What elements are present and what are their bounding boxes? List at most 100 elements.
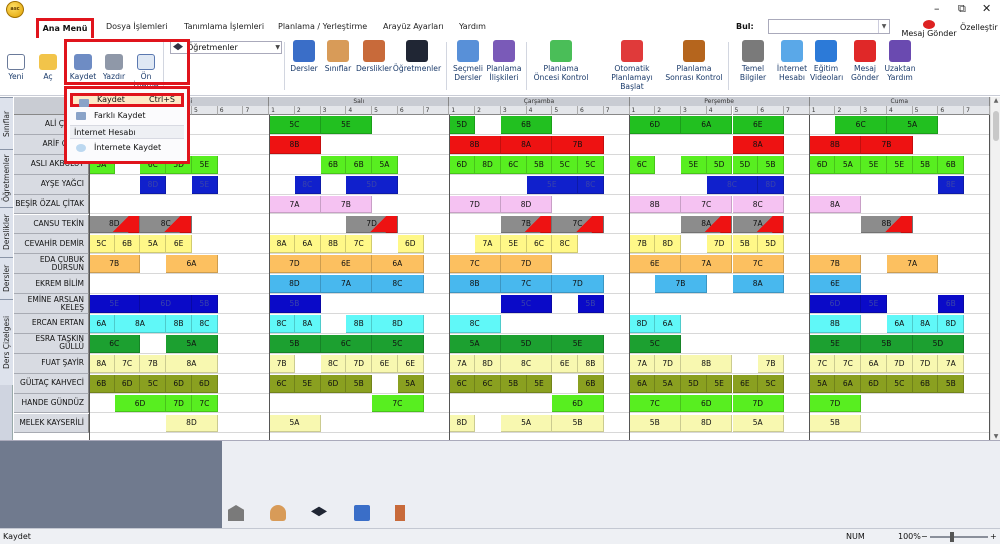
lesson-cell[interactable]: 8A — [681, 215, 733, 234]
lesson-cell[interactable]: 7B — [500, 215, 553, 234]
lesson-cell[interactable]: 5E — [552, 334, 604, 353]
lesson-cell[interactable]: 8B — [629, 195, 681, 214]
lesson-cell[interactable]: 5B — [758, 155, 784, 174]
lesson-cell[interactable]: 8B — [809, 135, 862, 154]
lesson-cell[interactable]: 5D — [449, 116, 476, 134]
lesson-cell[interactable]: 5E — [320, 116, 373, 134]
autoplan-button[interactable]: Otomatik Planlamayı Başlat — [602, 40, 662, 91]
lesson-cell[interactable]: 6B — [89, 374, 115, 393]
lessons-button[interactable]: Dersler — [288, 40, 320, 73]
teacher-row-header[interactable]: FUAT ŞAYİR — [14, 353, 89, 374]
lesson-cell[interactable]: 8A — [269, 235, 295, 254]
lesson-cell[interactable]: 8D — [655, 235, 681, 254]
zoom-in-button[interactable]: + — [990, 532, 997, 541]
lesson-cell[interactable]: 7A — [629, 354, 656, 373]
lesson-cell[interactable]: 6A — [629, 374, 656, 393]
lesson-cell[interactable]: 5A — [269, 414, 321, 433]
lesson-cell[interactable]: 7B — [89, 255, 141, 274]
lesson-cell[interactable]: 7B — [140, 354, 167, 373]
lesson-cell[interactable]: 6E — [552, 354, 579, 373]
tab-ana-menu[interactable]: Ana Menü — [36, 18, 94, 38]
menu-item-kaydet[interactable]: Kaydet Ctrl+S — [70, 93, 184, 107]
lesson-cell[interactable]: 6E — [732, 374, 759, 393]
lesson-cell[interactable]: 7C — [346, 235, 373, 254]
zoom-out-button[interactable]: − — [921, 532, 928, 541]
lesson-cell[interactable]: 8D — [681, 414, 733, 433]
teacher-row-header[interactable]: HANDE GÜNDÜZ — [14, 393, 89, 414]
lesson-cell[interactable]: 5B — [269, 295, 321, 313]
lesson-cell[interactable]: 8A — [294, 315, 321, 333]
lesson-cell[interactable]: 5C — [758, 374, 784, 393]
lesson-cell[interactable]: 7D — [500, 255, 553, 274]
lesson-cell[interactable]: 5C — [886, 374, 913, 393]
lesson-cell[interactable]: 7C — [681, 195, 733, 214]
lesson-cell[interactable]: 7C — [191, 394, 218, 413]
lesson-cell[interactable]: 6A — [861, 354, 887, 373]
lesson-cell[interactable]: 5B — [578, 295, 604, 313]
lesson-cell[interactable]: 5E — [526, 175, 579, 194]
lesson-cell[interactable]: 6C — [269, 374, 295, 393]
restore-button[interactable]: ⧉ — [958, 2, 966, 15]
lesson-cell[interactable]: 7D — [346, 354, 373, 373]
lesson-cell[interactable]: 6D — [320, 374, 347, 393]
graduation-cap-icon[interactable] — [311, 506, 327, 517]
tab-arayuz[interactable]: Arayüz Ayarları — [383, 22, 444, 31]
lesson-cell[interactable]: 6C — [835, 116, 887, 134]
electives-button[interactable]: Seçmeli Dersler — [450, 40, 486, 82]
videos-button[interactable]: Eğitim Videoları — [810, 40, 843, 82]
zoom-slider-thumb[interactable] — [950, 532, 954, 542]
lesson-cell[interactable]: 5E — [886, 155, 913, 174]
basic-info-button[interactable]: Temel Bilgiler — [736, 40, 770, 82]
relations-button[interactable]: Planlama İlişkileri — [484, 40, 524, 82]
lesson-cell[interactable]: 5E — [191, 175, 218, 194]
lesson-cell[interactable]: 7B — [809, 255, 862, 274]
lesson-cell[interactable]: 6D — [681, 394, 733, 413]
lesson-cell[interactable]: 6A — [655, 315, 681, 333]
open-button[interactable]: Aç — [36, 40, 60, 81]
lesson-cell[interactable]: 6E — [732, 116, 784, 134]
teachers-button[interactable]: Öğretmenler — [392, 40, 442, 73]
lesson-cell[interactable]: 5B — [269, 334, 321, 353]
lesson-cell[interactable]: 5A — [397, 374, 424, 393]
lesson-cell[interactable]: 7C — [809, 354, 836, 373]
lesson-cell[interactable]: 5C — [140, 374, 167, 393]
lesson-cell[interactable]: 7C — [500, 275, 553, 294]
lesson-cell[interactable]: 7C — [732, 255, 784, 274]
lesson-cell[interactable]: 5D — [706, 155, 733, 174]
close-button[interactable]: ✕ — [982, 2, 992, 15]
lesson-cell[interactable]: 8B — [449, 135, 501, 154]
lesson-cell[interactable]: 7A — [938, 354, 965, 373]
lesson-cell[interactable]: 6B — [114, 235, 141, 254]
lesson-cell[interactable]: 5D — [346, 175, 398, 194]
lesson-cell[interactable]: 5A — [886, 116, 939, 134]
lesson-cell[interactable]: 6A — [372, 255, 424, 274]
lesson-cell[interactable]: 5C — [372, 334, 424, 353]
lesson-cell[interactable]: 5D — [500, 334, 553, 353]
lesson-cell[interactable]: 8A — [809, 195, 862, 214]
lesson-cell[interactable]: 6A — [835, 374, 862, 393]
lesson-cell[interactable]: 7D — [912, 354, 939, 373]
lesson-cell[interactable]: 7C — [552, 215, 604, 234]
lesson-cell[interactable]: 6C — [629, 155, 656, 174]
lesson-cell[interactable]: 6E — [397, 354, 424, 373]
lesson-cell[interactable]: 5E — [809, 334, 862, 353]
lesson-cell[interactable]: 7A — [320, 275, 373, 294]
lesson-cell[interactable]: 5B — [500, 374, 527, 393]
lesson-cell[interactable]: 8D — [166, 414, 218, 433]
lesson-cell[interactable]: 6B — [346, 155, 373, 174]
lesson-cell[interactable]: 8A — [732, 135, 784, 154]
lesson-cell[interactable]: 5B — [938, 374, 965, 393]
lesson-cell[interactable]: 7A — [475, 235, 501, 254]
preview-button[interactable]: Ön İzleme — [132, 40, 160, 90]
lesson-cell[interactable]: 6D — [114, 394, 167, 413]
lesson-cell[interactable]: 5C — [269, 116, 321, 134]
lesson-cell[interactable]: 7B — [320, 195, 373, 214]
students-icon[interactable] — [270, 505, 286, 521]
menu-item-farkli-kaydet[interactable]: Farklı Kaydet — [70, 109, 184, 123]
lesson-cell[interactable]: 8A — [732, 275, 784, 294]
lesson-cell[interactable]: 8C — [294, 175, 321, 194]
lesson-cell[interactable]: 6C — [475, 374, 501, 393]
lesson-cell[interactable]: 5C — [552, 155, 579, 174]
lesson-cell[interactable]: 8B — [320, 235, 347, 254]
lesson-cell[interactable]: 6C — [320, 334, 373, 353]
